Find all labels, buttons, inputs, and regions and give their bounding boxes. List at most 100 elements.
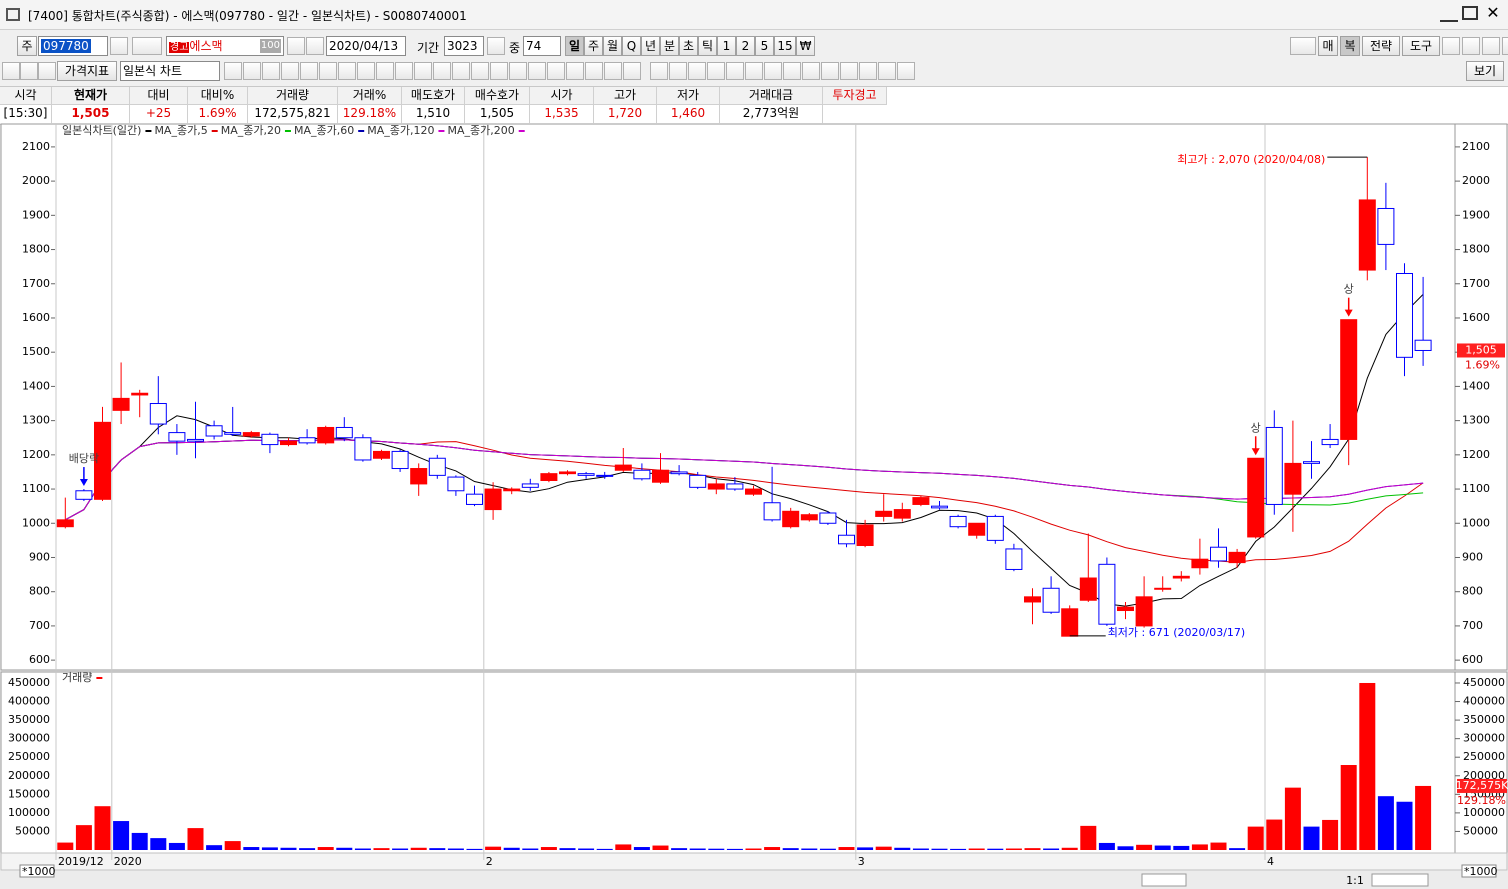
drawing-tool[interactable] [764,62,782,80]
candle-body [540,473,558,481]
drawing-tool[interactable] [471,62,489,80]
interval-button[interactable]: 2 [736,36,755,56]
maximize-button[interactable] [1462,6,1478,20]
interval-button[interactable]: 주 [584,36,603,56]
drawing-tool[interactable] [547,62,565,80]
drawing-tool[interactable] [338,62,356,80]
drawing-tool[interactable] [726,62,744,80]
interval-button[interactable]: 분 [660,36,679,56]
toolbar-button[interactable]: 전략 [1362,36,1400,56]
tool-icon[interactable] [1502,37,1508,55]
drawing-tool[interactable] [262,62,280,80]
candle-body [56,519,74,528]
scroll-thumb[interactable] [1141,873,1187,887]
drawing-tool[interactable] [604,62,622,80]
candle-body [112,397,130,411]
drawing-tool[interactable] [859,62,877,80]
volume-bar [708,848,725,850]
tool-button[interactable] [20,62,38,80]
chart-type-select[interactable]: 일본식 차트 [120,61,220,81]
tool-icon[interactable] [1462,37,1480,55]
volume-bar [764,847,781,850]
view-button[interactable]: 보기 [1466,61,1504,81]
count-input[interactable]: 74 [523,36,561,56]
drawing-tool[interactable] [357,62,375,80]
drawing-tool[interactable] [319,62,337,80]
minimize-button[interactable] [1440,6,1458,22]
tool-button[interactable] [2,62,20,80]
drawing-tool[interactable] [707,62,725,80]
drawing-tool[interactable] [802,62,820,80]
drawing-tool[interactable] [566,62,584,80]
drawing-tool[interactable] [623,62,641,80]
drawing-tool[interactable] [452,62,470,80]
drawing-tool[interactable] [281,62,299,80]
interval-button[interactable]: 5 [755,36,774,56]
zoom-slider[interactable] [1371,873,1429,887]
period-tool[interactable] [487,37,505,55]
interval-button[interactable]: 1 [717,36,736,56]
volume-tick-label: 450000 [8,676,50,689]
drawing-tool[interactable] [745,62,763,80]
next-button[interactable] [287,37,305,55]
interval-button[interactable]: 월 [603,36,622,56]
volume-bar [150,838,167,850]
drawing-tool[interactable] [783,62,801,80]
interval-button[interactable]: Q [622,36,641,56]
drawing-tool[interactable] [243,62,261,80]
scroll-bar[interactable] [0,871,1508,889]
drawing-tool[interactable] [897,62,915,80]
drawing-tool[interactable] [688,62,706,80]
cloud-button[interactable] [1290,37,1316,55]
drawing-tool[interactable] [490,62,508,80]
prev-button[interactable] [306,37,324,55]
interval-button[interactable]: 년 [641,36,660,56]
interval-button[interactable]: ₩ [796,36,815,56]
list-button[interactable] [132,37,162,55]
tool-icon[interactable] [1442,37,1460,55]
annotation: 상 [1251,421,1261,434]
volume-tick-label: 50000 [15,824,50,837]
drawing-tool[interactable] [414,62,432,80]
drawing-tool[interactable] [821,62,839,80]
interval-button[interactable]: 틱 [698,36,717,56]
toolbar-button[interactable]: 도구 [1402,36,1440,56]
candle-body [1284,462,1302,495]
drawing-tool[interactable] [433,62,451,80]
volume-bar [466,848,483,850]
drawing-tool[interactable] [669,62,687,80]
drawing-tool[interactable] [395,62,413,80]
close-button[interactable]: ✕ [1486,3,1500,22]
date-input[interactable]: 2020/04/13 [326,36,406,56]
toolbar-button[interactable]: 매 [1318,36,1338,56]
interval-button[interactable]: 15 [774,36,796,56]
drawing-tool[interactable] [878,62,896,80]
code-input[interactable]: 097780 [38,36,108,56]
volume-bar [429,848,446,850]
drawing-tool[interactable] [509,62,527,80]
drawing-tool[interactable] [224,62,242,80]
candle-body [168,432,186,442]
drawing-tool[interactable] [376,62,394,80]
interval-button[interactable]: 초 [679,36,698,56]
drawing-tool[interactable] [300,62,318,80]
tool-button[interactable] [38,62,56,80]
code-label[interactable]: 주 [17,36,37,56]
drawing-tool[interactable] [585,62,603,80]
interval-button[interactable]: 일 [565,36,584,56]
drawing-tool[interactable] [528,62,546,80]
quote-value: 1,505 [465,105,530,123]
period-input[interactable]: 3023 [444,36,484,56]
indicator-button[interactable]: 가격지표 [57,61,117,81]
volume-bar [1284,787,1301,850]
candle-body [503,488,521,492]
volume-bar [596,848,613,850]
volume-tick-label: 200000 [8,769,50,782]
search-button[interactable] [110,37,128,55]
tool-icon[interactable] [1482,37,1500,55]
candle-body [410,468,428,485]
toolbar-button[interactable]: 복 [1340,36,1360,56]
moving-average [65,294,1424,607]
drawing-tool[interactable] [650,62,668,80]
drawing-tool[interactable] [840,62,858,80]
